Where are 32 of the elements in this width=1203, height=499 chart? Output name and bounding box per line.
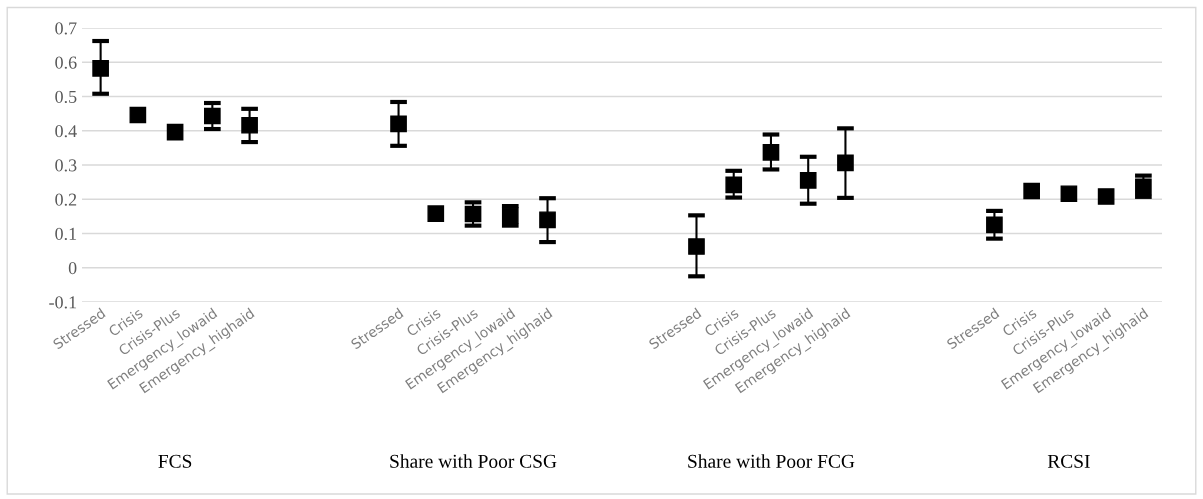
text: FCS bbox=[158, 454, 192, 468]
text: Share with Poor FCG bbox=[688, 454, 855, 468]
point bbox=[762, 143, 780, 161]
y-tick-label: 0 bbox=[68, 262, 77, 275]
point bbox=[688, 238, 705, 255]
y-tick-label: 0.2 bbox=[55, 193, 77, 206]
point bbox=[725, 176, 743, 194]
point bbox=[427, 205, 445, 222]
point bbox=[390, 115, 407, 133]
point bbox=[837, 154, 854, 172]
point bbox=[241, 116, 258, 134]
y-tick-label: 0.5 bbox=[55, 90, 77, 104]
y-tick-label: 0.4 bbox=[55, 125, 77, 138]
point bbox=[1060, 185, 1078, 203]
y-tick-label: 0.3 bbox=[55, 159, 77, 172]
text: Share with Poor CSG bbox=[390, 454, 557, 468]
point bbox=[539, 211, 556, 229]
y-tick-label: 0.6 bbox=[55, 56, 77, 69]
point bbox=[204, 107, 221, 125]
point bbox=[986, 216, 1003, 234]
point bbox=[92, 60, 109, 77]
point bbox=[129, 106, 147, 124]
point bbox=[1135, 178, 1152, 196]
y-tick-label: 0.1 bbox=[55, 227, 77, 241]
point bbox=[1097, 188, 1115, 205]
y-tick-label: 0.7 bbox=[55, 22, 77, 35]
point bbox=[1023, 182, 1040, 200]
text: RCSI bbox=[1047, 454, 1090, 468]
point bbox=[166, 123, 184, 141]
y-tick-label: -0.1 bbox=[49, 296, 77, 309]
point bbox=[799, 172, 817, 189]
point bbox=[464, 205, 482, 223]
